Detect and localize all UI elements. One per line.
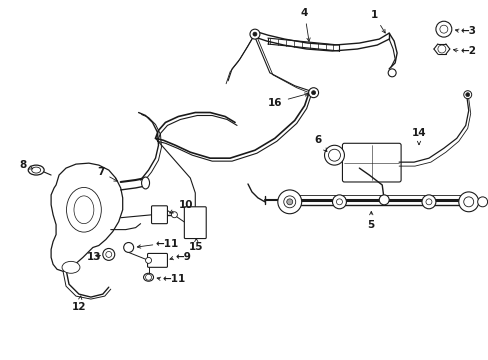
Text: ←11: ←11	[155, 239, 179, 249]
Circle shape	[171, 212, 177, 218]
Circle shape	[477, 197, 487, 207]
Circle shape	[336, 199, 342, 205]
Text: ←3: ←3	[460, 26, 476, 36]
Circle shape	[465, 93, 469, 96]
Ellipse shape	[62, 261, 80, 273]
Circle shape	[324, 145, 344, 165]
Circle shape	[332, 195, 346, 209]
Circle shape	[123, 243, 133, 252]
Ellipse shape	[74, 196, 94, 224]
Text: 8: 8	[20, 160, 33, 170]
Circle shape	[387, 69, 395, 77]
Circle shape	[458, 192, 478, 212]
Circle shape	[105, 251, 112, 257]
FancyBboxPatch shape	[151, 206, 167, 224]
FancyBboxPatch shape	[342, 143, 400, 182]
Circle shape	[286, 199, 292, 205]
Circle shape	[145, 257, 151, 264]
Circle shape	[421, 195, 435, 209]
Circle shape	[102, 248, 115, 260]
Circle shape	[252, 32, 256, 36]
Text: 7: 7	[97, 167, 117, 181]
Circle shape	[439, 25, 447, 33]
Ellipse shape	[32, 167, 41, 173]
Circle shape	[437, 45, 445, 53]
Text: 4: 4	[300, 8, 309, 41]
Ellipse shape	[143, 273, 153, 281]
Text: ←11: ←11	[162, 274, 185, 284]
FancyBboxPatch shape	[184, 207, 206, 239]
Text: 12: 12	[72, 296, 86, 312]
Circle shape	[249, 29, 260, 39]
Ellipse shape	[28, 165, 44, 175]
Text: 16: 16	[268, 93, 307, 108]
Text: 14: 14	[411, 129, 426, 145]
Ellipse shape	[142, 177, 149, 189]
Text: 15: 15	[189, 238, 203, 252]
Circle shape	[308, 88, 318, 98]
Text: 13: 13	[86, 252, 101, 262]
Circle shape	[435, 21, 451, 37]
Text: 1: 1	[370, 10, 385, 33]
Circle shape	[328, 149, 340, 161]
Circle shape	[379, 195, 388, 205]
Text: 10: 10	[169, 200, 192, 213]
Polygon shape	[51, 163, 122, 271]
Circle shape	[277, 190, 301, 214]
Circle shape	[425, 199, 431, 205]
Ellipse shape	[66, 188, 101, 232]
Text: ←9: ←9	[175, 252, 191, 262]
Circle shape	[145, 274, 151, 280]
Text: 5: 5	[367, 211, 374, 230]
Text: 6: 6	[313, 135, 326, 152]
Text: ←2: ←2	[460, 46, 476, 56]
Circle shape	[463, 91, 471, 99]
Circle shape	[463, 197, 473, 207]
FancyBboxPatch shape	[147, 253, 167, 267]
Circle shape	[283, 196, 295, 208]
Circle shape	[311, 91, 315, 95]
